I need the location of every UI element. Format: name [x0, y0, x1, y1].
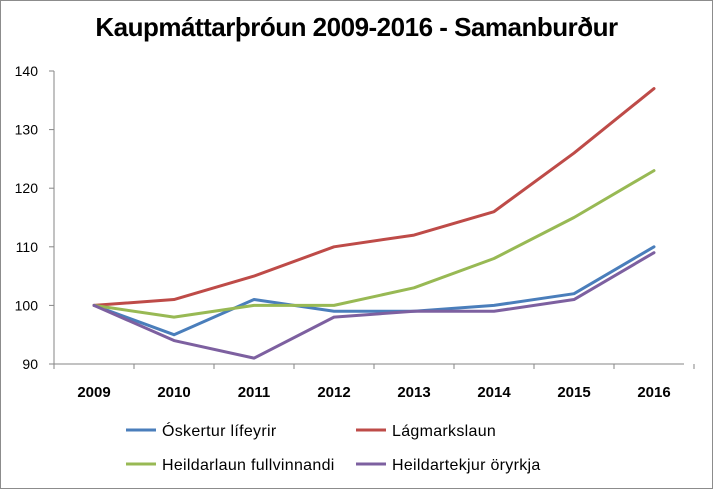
- y-tick-label: 90: [22, 356, 38, 372]
- y-tick-label: 130: [15, 122, 39, 138]
- x-tick-label: 2014: [477, 384, 511, 401]
- y-tick-label: 140: [15, 63, 39, 79]
- x-tick-label: 2009: [77, 384, 110, 401]
- legend-label: Heildarlaun fullvinnandi: [162, 457, 335, 474]
- chart-series-lines: [92, 87, 656, 360]
- series-line-1: [92, 245, 656, 337]
- y-tick-label: 110: [16, 239, 39, 255]
- x-tick-label: 2015: [557, 384, 590, 401]
- x-tick-label: 2011: [238, 384, 271, 401]
- x-tick-label: 2010: [157, 384, 190, 401]
- y-tick-label: 100: [15, 297, 39, 313]
- x-tick-label: 2012: [317, 384, 350, 401]
- legend-label: Óskertur lífeyrir: [162, 421, 277, 440]
- chart-title: Kaupmáttarþróun 2009-2016 - Samanburður: [95, 12, 618, 42]
- series-line-2: [92, 87, 656, 307]
- y-tick-label: 120: [15, 180, 39, 196]
- chart-axes: 90 100 110 120 130 140 2009 2010 2011 2012 2013 201…: [15, 63, 695, 401]
- series-line-4: [92, 251, 656, 360]
- chart-legend: Óskertur lífeyrir Lágmarkslaun Heildarlaun…: [126, 421, 541, 474]
- x-tick-label: 2013: [397, 384, 430, 401]
- x-tick-label: 2016: [637, 384, 670, 401]
- series-line-3: [92, 169, 656, 319]
- legend-label: Lágmarkslaun: [392, 423, 496, 440]
- legend-label: Heildartekjur öryrkja: [392, 457, 541, 474]
